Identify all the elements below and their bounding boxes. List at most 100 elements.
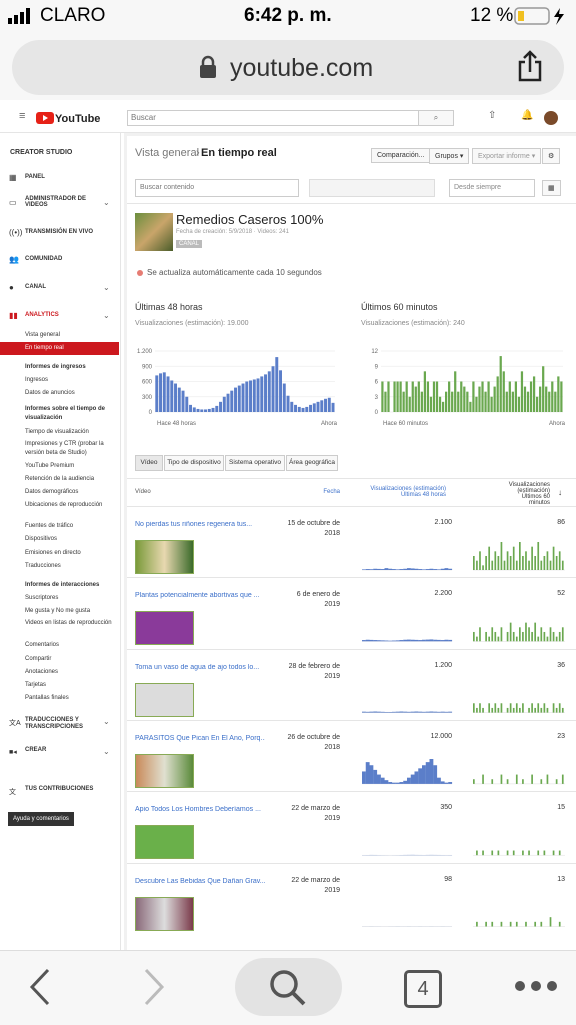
- analytics-item[interactable]: Fuentes de tráfico: [25, 522, 113, 531]
- video-title[interactable]: Plantas potencialmente abortivas que ...: [135, 592, 265, 599]
- spark-bar: [403, 640, 407, 642]
- bar: [442, 402, 444, 412]
- bar: [257, 378, 260, 412]
- analytics-item[interactable]: Impresiones y CTR (probar la versión bet…: [25, 440, 113, 457]
- sidebar-item[interactable]: COMUNIDAD: [25, 256, 100, 262]
- video-title[interactable]: No pierdas tus riñones regenera tus...: [135, 521, 265, 528]
- analytics-item[interactable]: Emisiones en directo: [25, 549, 113, 558]
- bar: [182, 391, 185, 412]
- bar: [309, 405, 312, 412]
- bar: [472, 382, 474, 413]
- bar: [204, 409, 207, 412]
- spark-bar: [516, 703, 518, 712]
- analytics-item[interactable]: Informes de ingresos: [25, 363, 113, 372]
- help-button[interactable]: Ayuda y comentarios: [8, 812, 74, 826]
- bar: [551, 382, 553, 413]
- sidebar-item[interactable]: CANAL: [25, 284, 100, 290]
- spark-bar: [504, 561, 506, 570]
- spark-bar: [531, 547, 533, 570]
- sidebar-item[interactable]: CREAR: [25, 747, 100, 754]
- spark-bar: [392, 569, 396, 570]
- tab[interactable]: Tipo de dispositivo: [164, 455, 224, 471]
- analytics-item[interactable]: Suscriptores: [25, 594, 113, 603]
- tab-count[interactable]: 4: [404, 970, 442, 1008]
- bar: [448, 382, 450, 413]
- analytics-item[interactable]: Vista general: [25, 331, 113, 340]
- spark-bar: [501, 627, 503, 641]
- video-thumbnail: [135, 897, 194, 931]
- analytics-item[interactable]: Pantallas finales: [25, 694, 113, 703]
- col-views48[interactable]: Visualizaciones (estimación) Últimas 48 …: [360, 486, 446, 498]
- back-button[interactable]: [28, 968, 52, 1006]
- analytics-item[interactable]: Me gusta y No me gusta: [25, 607, 113, 616]
- bar: [518, 397, 520, 412]
- sidebar-item[interactable]: TRANSMISIÓN EN VIVO: [25, 229, 100, 235]
- analytics-item[interactable]: Anotaciones: [25, 668, 113, 677]
- col-views60[interactable]: Visualizaciones (estimación) Últimos 60 …: [500, 482, 550, 506]
- analytics-item[interactable]: Ubicaciones de reproducción: [25, 501, 113, 510]
- more-button[interactable]: [514, 980, 558, 992]
- tab[interactable]: Vídeo: [135, 455, 163, 471]
- sidebar-icon: ●: [9, 283, 14, 292]
- sidebar-icon: ▭: [9, 198, 17, 207]
- bar: [460, 382, 462, 413]
- spark-bar: [522, 779, 524, 784]
- video-title[interactable]: Toma un vaso de agua de ajo todos lo...: [135, 664, 265, 671]
- video-title[interactable]: PARASITOS Que Pican En El Ano, Porq...: [135, 735, 265, 742]
- sidebar-icon: ▮▮: [9, 311, 18, 320]
- analytics-item[interactable]: Dispositivos: [25, 535, 113, 544]
- spark-bar: [445, 783, 449, 784]
- analytics-item[interactable]: Informes de interacciones: [25, 581, 113, 590]
- analytics-item[interactable]: En tiempo real: [25, 344, 113, 353]
- spark-bar: [559, 851, 561, 856]
- spark-bar: [430, 569, 434, 570]
- bar: [554, 392, 556, 412]
- spark-bar: [525, 623, 527, 642]
- bar: [249, 380, 252, 412]
- analytics-item[interactable]: Ingresos: [25, 376, 113, 385]
- tab[interactable]: Área geográfica: [286, 455, 338, 471]
- analytics-item[interactable]: Compartir: [25, 655, 113, 664]
- chevron: ⌄: [103, 747, 110, 756]
- spark-bar: [400, 782, 404, 784]
- spark-bar: [556, 556, 558, 570]
- x-label-start: Hace 48 horas: [157, 421, 196, 427]
- video-title[interactable]: Apio Todos Los Hombres Deberíamos ...: [135, 806, 265, 813]
- analytics-item[interactable]: Comentarios: [25, 641, 113, 650]
- bar: [454, 371, 456, 412]
- bar: [427, 382, 429, 413]
- bar: [287, 396, 290, 412]
- video-title[interactable]: Descubre Las Bebidas Que Dañan Grav...: [135, 878, 265, 885]
- sidebar-item[interactable]: TRADUCCIONES Y TRANSCRIPCIONES: [25, 717, 100, 731]
- analytics-item[interactable]: Tiempo de visualización: [25, 428, 113, 437]
- sidebar-icon: ((•)): [9, 228, 22, 237]
- spark-bar: [388, 641, 392, 642]
- analytics-item[interactable]: Datos de anuncios: [25, 389, 113, 398]
- analytics-item[interactable]: Traducciones: [25, 562, 113, 571]
- row-divider: [127, 649, 576, 650]
- col-date[interactable]: Fecha: [290, 489, 340, 495]
- analytics-item[interactable]: Datos demográficos: [25, 488, 113, 497]
- analytics-item[interactable]: Tarjetas: [25, 681, 113, 690]
- tab[interactable]: Sistema operativo: [225, 455, 285, 471]
- spark-bar: [537, 851, 539, 856]
- video-thumbnail: [135, 754, 194, 788]
- spark-bar: [370, 640, 374, 641]
- sidebar-icon: ■◂: [9, 748, 17, 756]
- spark-bar: [422, 765, 426, 784]
- sidebar-item[interactable]: TUS CONTRIBUCIONES: [25, 786, 100, 793]
- spark-bar: [411, 775, 415, 784]
- analytics-item[interactable]: Videos en listas de reproducción: [25, 619, 113, 628]
- analytics-item[interactable]: Retención de la audiencia: [25, 475, 113, 484]
- sidebar-item[interactable]: ADMINISTRADOR DE VIDEOS: [25, 196, 100, 208]
- analytics-item[interactable]: Informes sobre el tiempo de visualizació…: [25, 405, 113, 422]
- bar: [223, 397, 226, 412]
- spark-bar: [547, 708, 549, 713]
- forward-button[interactable]: [142, 968, 166, 1006]
- video-date: 15 de octubre de 2018: [282, 519, 340, 539]
- bar: [189, 405, 192, 412]
- sidebar-item[interactable]: ANALYTICS: [25, 312, 100, 318]
- sidebar-item[interactable]: PANEL: [25, 174, 100, 180]
- analytics-item[interactable]: YouTube Premium: [25, 462, 113, 471]
- chart-title: Últimas 48 horas: [135, 302, 203, 312]
